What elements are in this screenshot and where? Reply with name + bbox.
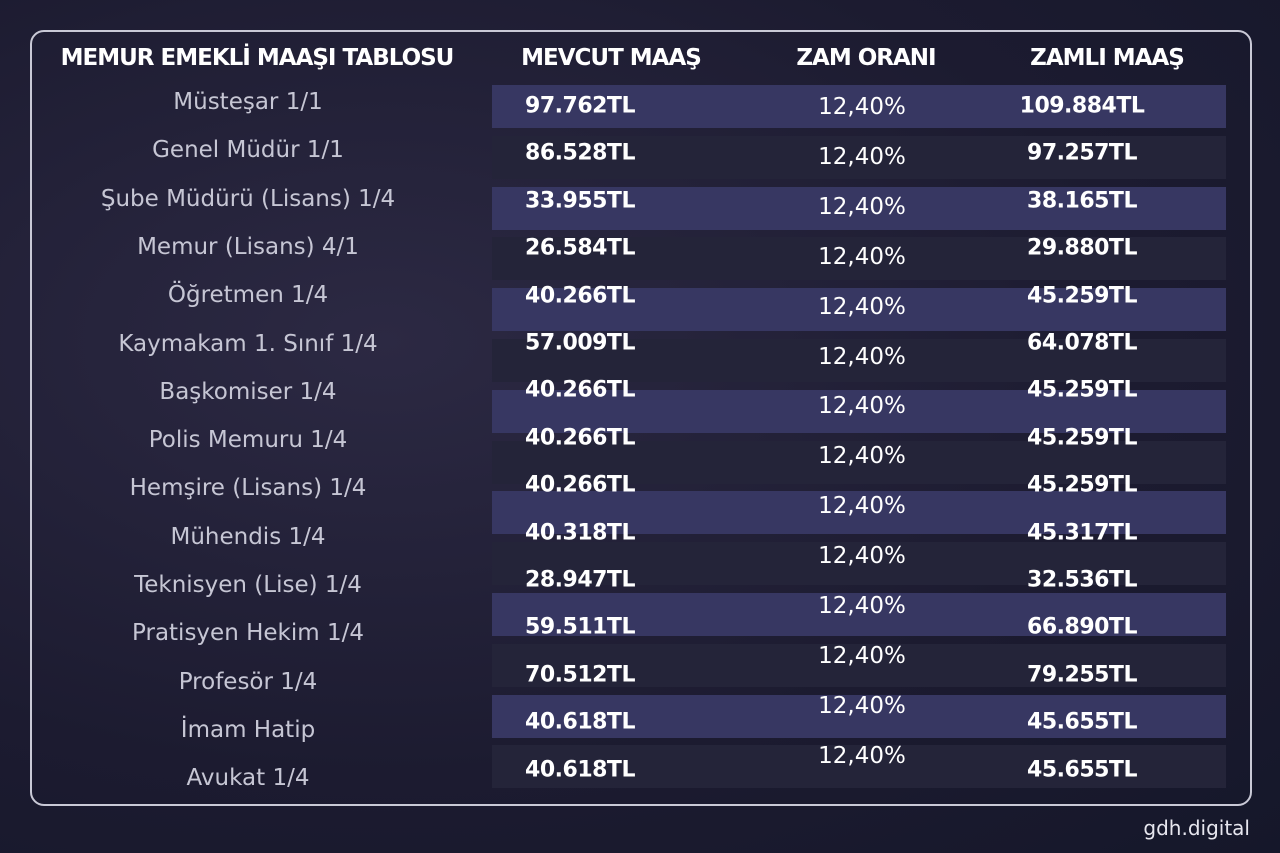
row-band — [492, 491, 1226, 535]
raised-salary: 97.257TL — [1027, 140, 1137, 166]
raised-salary: 79.255TL — [1027, 662, 1137, 688]
current-salary: 40.618TL — [525, 709, 635, 735]
row-band — [492, 135, 1226, 179]
row-label: İmam Hatip — [180, 716, 316, 743]
row-label: Hemşire (Lisans) 1/4 — [129, 475, 367, 502]
row-label: Öğretmen 1/4 — [167, 282, 329, 309]
raised-salary: 45.259TL — [1027, 425, 1137, 451]
row-band — [492, 85, 1226, 128]
raise-rate: 12,40% — [818, 543, 906, 570]
row-label: Şube Müdürü (Lisans) 1/4 — [100, 185, 396, 212]
current-salary: 40.266TL — [525, 283, 635, 309]
raise-rate: 12,40% — [818, 293, 906, 320]
row-band — [492, 745, 1226, 789]
column-header: MEVCUT MAAŞ — [521, 45, 702, 71]
current-salary: 57.009TL — [525, 330, 635, 356]
table-frame — [30, 30, 1252, 806]
current-salary: 33.955TL — [525, 188, 635, 214]
raise-rate: 12,40% — [818, 243, 906, 270]
current-salary: 40.266TL — [525, 425, 635, 451]
footer: gdh.digital — [1143, 816, 1250, 840]
column-header: ZAMLI MAAŞ — [1030, 45, 1185, 71]
row-label: Genel Müdür 1/1 — [152, 137, 344, 164]
raise-rate: 12,40% — [818, 94, 906, 120]
row-label: Müsteşar 1/1 — [173, 89, 323, 115]
row-label: Polis Memuru 1/4 — [148, 427, 348, 454]
current-salary: 97.762TL — [525, 93, 635, 119]
raised-salary: 45.259TL — [1027, 377, 1137, 403]
column-header: ZAM ORANI — [796, 45, 936, 71]
raised-salary: 38.165TL — [1027, 188, 1137, 214]
row-band — [492, 237, 1226, 281]
row-band — [492, 389, 1226, 433]
row-label: Avukat 1/4 — [186, 765, 310, 792]
raise-rate: 12,40% — [818, 642, 906, 669]
row-band — [492, 288, 1226, 332]
raised-salary: 45.655TL — [1027, 709, 1137, 735]
current-salary: 70.512TL — [525, 662, 635, 688]
current-salary: 40.266TL — [525, 472, 635, 498]
row-label: Memur (Lisans) 4/1 — [137, 233, 359, 260]
row-label: Pratisyen Hekim 1/4 — [132, 620, 364, 647]
row-label: Mühendis 1/4 — [170, 523, 326, 550]
row-label: Başkomiser 1/4 — [159, 378, 337, 405]
raise-rate: 12,40% — [818, 343, 906, 370]
raised-salary: 66.890TL — [1027, 614, 1137, 640]
raised-salary: 64.078TL — [1027, 330, 1137, 356]
raise-rate: 12,40% — [818, 143, 906, 170]
raised-salary: 45.317TL — [1027, 520, 1137, 546]
current-salary: 26.584TL — [525, 235, 635, 261]
raise-rate: 12,40% — [818, 443, 906, 470]
row-label: Profesör 1/4 — [178, 668, 318, 695]
current-salary: 28.947TL — [525, 567, 635, 593]
raised-salary: 45.259TL — [1027, 472, 1137, 498]
current-salary: 86.528TL — [525, 140, 635, 166]
raised-salary: 29.880TL — [1027, 235, 1137, 261]
current-salary: 59.511TL — [525, 614, 635, 640]
raised-salary: 109.884TL — [1019, 93, 1145, 119]
row-band — [492, 542, 1226, 586]
raise-rate: 12,40% — [818, 593, 906, 619]
raise-rate: 12,40% — [818, 193, 906, 220]
raise-rate: 12,40% — [818, 493, 906, 520]
raise-rate: 12,40% — [818, 692, 906, 719]
row-label: Teknisyen (Lise) 1/4 — [134, 572, 362, 598]
raised-salary: 45.259TL — [1027, 283, 1137, 309]
raise-rate: 12,40% — [818, 393, 906, 420]
row-label: Kaymakam 1. Sınıf 1/4 — [118, 330, 378, 357]
row-band — [492, 593, 1226, 636]
row-band — [492, 186, 1226, 230]
raised-salary: 32.536TL — [1027, 567, 1137, 593]
current-salary: 40.318TL — [525, 520, 635, 546]
row-band — [492, 339, 1226, 382]
row-band — [492, 643, 1226, 687]
raised-salary: 45.655TL — [1027, 757, 1137, 783]
current-salary: 40.266TL — [525, 377, 635, 403]
column-header: MEMUR EMEKLİ MAAŞI TABLOSU — [60, 45, 455, 71]
current-salary: 40.618TL — [525, 757, 635, 783]
row-band — [492, 440, 1226, 484]
raise-rate: 12,40% — [818, 742, 906, 769]
row-band — [492, 694, 1226, 738]
